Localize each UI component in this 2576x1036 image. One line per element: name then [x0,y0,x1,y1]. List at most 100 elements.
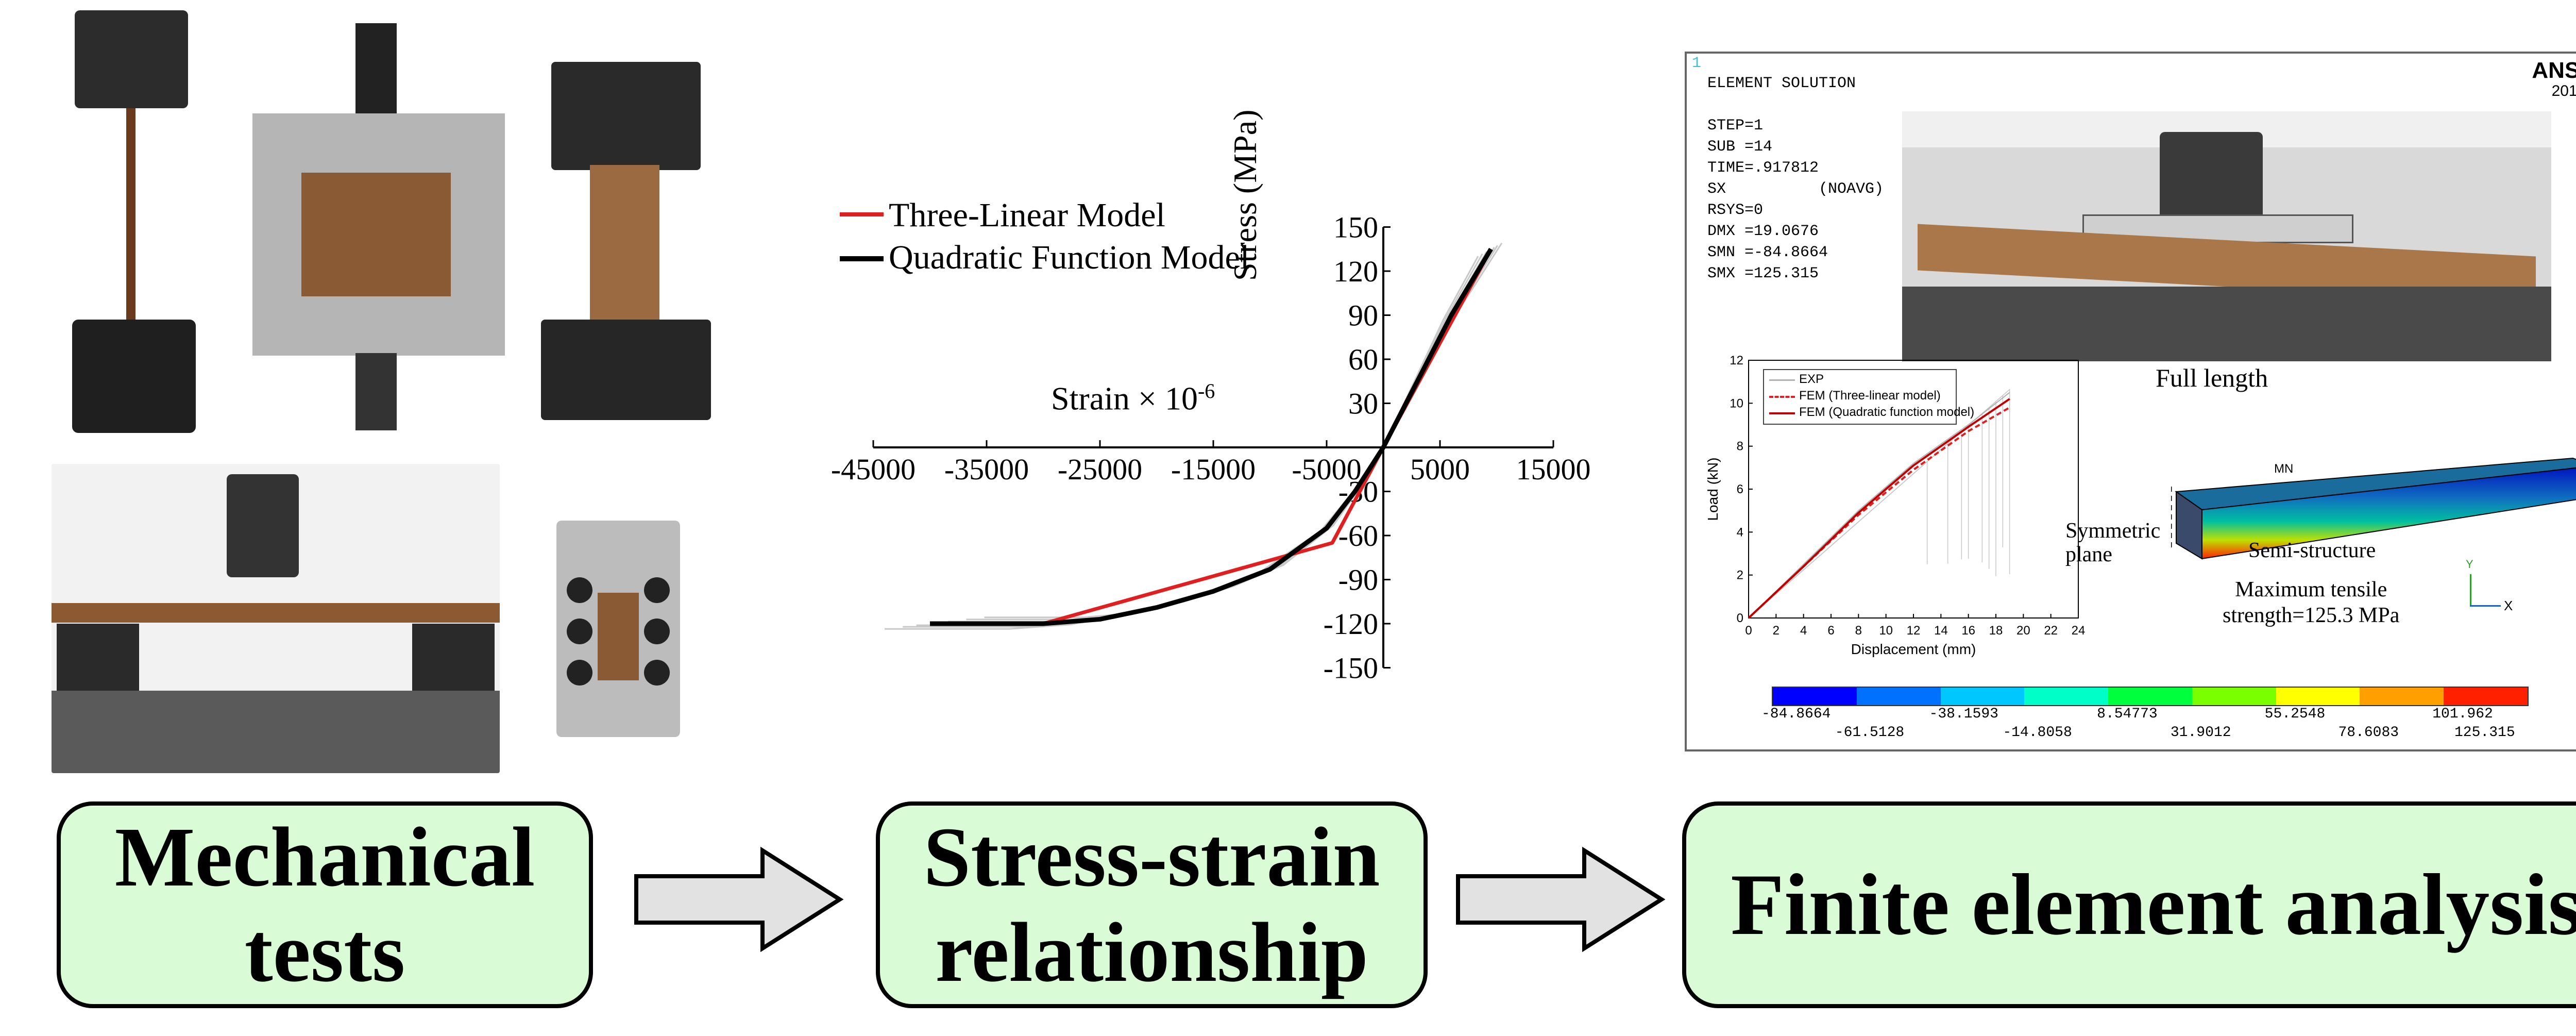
ansys-info-line: SUB =14 [1707,137,1884,158]
strain-tick-label: -45000 [831,453,916,486]
ansys-info-line: DMX =19.0676 [1707,221,1884,242]
experimental-curves [885,243,1502,629]
colorbar-label: 125.315 [2454,725,2515,741]
load-legend-three-linear: FEM (Three-linear model) [1799,389,1941,403]
stress-tick-label: 30 [1348,387,1378,421]
ansys-info-line: SMN =-84.8664 [1707,242,1884,263]
colorbar-segment [2024,688,2108,705]
colorbar-segment [2276,688,2360,705]
load-tick-label: 2 [1737,569,1743,582]
experimental-curve [985,256,1478,617]
disp-tick-label: 14 [1934,624,1948,638]
disp-tick-label: 2 [1773,624,1780,638]
colorbar-label: -14.8058 [2003,725,2072,741]
colorbar-labels-bottom: -61.5128 -14.8058 31.9012 78.6083 125.315 [1772,725,2529,743]
stress-tick-label: -120 [1324,607,1378,641]
symmetric-plane-label: Symmetric plane [2065,519,2160,566]
stress-tick-label: 120 [1333,255,1378,288]
legend-three-linear [840,212,884,216]
colorbar-segment [1941,688,2025,705]
load-tick-label: 6 [1737,482,1743,496]
ansys-info-line: SX (NOAVG) [1707,179,1884,200]
ansys-info-line: TIME=.917812 [1707,158,1884,179]
colorbar-segment [2360,688,2444,705]
colorbar-label: 78.6083 [2338,725,2399,741]
ansys-info-block: ELEMENT SOLUTION STEP=1 SUB =14 TIME=.9178… [1707,73,1884,285]
load-tick-label: 4 [1737,525,1743,539]
load-legend-three-linear-swatch [1769,396,1795,398]
arrow-tests-to-relationship [634,845,845,954]
colorbar-label: 31.9012 [2171,725,2231,741]
colorbar-segment [1857,688,1941,705]
colorbar-segment [2108,688,2192,705]
ansys-result-panel: 1 ANSYS 2019 R1 ELEMENT SOLUTION STEP=1 S… [1685,52,2576,751]
strain-tick-label: -15000 [1171,453,1256,486]
strain-tick-label: 5000 [1410,453,1470,486]
ansys-info-line [1707,94,1884,115]
ansys-corner-mark: 1 [1692,55,1701,72]
disp-tick-label: 4 [1800,624,1807,638]
mn-marker: MN [2274,462,2293,476]
load-tick-label: 12 [1730,354,1743,367]
fem-quadratic-curve [1749,399,2010,618]
photo-caption-full-length: Full length [2156,363,2268,393]
disp-tick-label: 18 [1989,624,2003,638]
arrow-relationship-to-fea [1455,845,1667,954]
ansys-info-line: RSYS=0 [1707,200,1884,221]
colorbar-segment [2444,688,2528,705]
disp-tick-label: 24 [2072,624,2086,638]
disp-tick-label: 8 [1855,624,1862,638]
stress-tick-label: 150 [1333,211,1378,244]
colorbar-segment [1773,688,1857,705]
stress-colorbar [1772,687,2529,706]
disp-axis-title: Displacement (mm) [1851,641,1976,657]
fem-three-linear-curve [1749,408,2010,618]
coordinate-triad: Y X [2460,569,2511,621]
stress-tick-label: 60 [1348,343,1378,376]
ansys-version: 2019 R1 [2552,82,2576,100]
load-legend-exp-swatch [1769,379,1795,381]
tension-test-photo [52,10,211,433]
experimental-curve [966,254,1482,619]
load-legend-exp: EXP [1799,372,1824,387]
legend-three-linear-label: Three-Linear Model [889,196,1165,235]
experimental-curve [948,252,1486,622]
strain-tick-label: -25000 [1058,453,1142,486]
beam-test-photo [1902,111,2551,361]
bending-test-photo [52,464,500,773]
strain-tick-label: -35000 [944,453,1029,486]
legend-quadratic [840,256,884,261]
experimental-curve [917,247,1495,625]
stress-axis-title: Stress (MPa) [1226,110,1264,281]
quadratic-curve [930,249,1491,624]
max-tensile-label: Maximum tensile strength=125.3 MPa [2223,577,2399,628]
colorbar-label: 101.962 [2432,706,2493,722]
disp-tick-label: 0 [1745,624,1752,638]
disp-tick-label: 22 [2044,624,2058,638]
load-tick-label: 0 [1737,611,1743,625]
stress-tick-label: -90 [1338,563,1378,597]
strain-tick-label: 15000 [1516,453,1591,486]
compression-test-photo [526,21,721,420]
ansys-info-line: SMX =125.315 [1707,263,1884,285]
load-legend-quadratic: FEM (Quadratic function model) [1799,405,1974,420]
colorbar-label: -84.8664 [1761,706,1831,722]
colorbar-label: -61.5128 [1835,725,1904,741]
colorbar-segment [2192,688,2276,705]
load-axis-title: Load (kN) [1705,458,1721,521]
experimental-curve [903,245,1497,627]
load-legend-quadratic-swatch [1769,412,1795,414]
stress-tick-label: 90 [1348,299,1378,332]
x-axis-label: X [2504,598,2513,614]
model-curves [930,249,1491,624]
stress-strain-relationship-box: Stress-strain relationship [876,801,1428,1008]
experimental-curve [885,243,1502,629]
strain-axis-title: Strain × 10-6 [1051,379,1215,417]
colorbar-label: 55.2548 [2265,706,2326,722]
three-linear-curve [930,249,1491,624]
ansys-info-line: STEP=1 [1707,115,1884,137]
colorbar-label: -38.1593 [1929,706,1998,722]
mechanical-tests-box: Mechanical tests [57,801,593,1008]
y-axis-label: Y [2466,558,2473,571]
disp-tick-label: 6 [1827,624,1834,638]
